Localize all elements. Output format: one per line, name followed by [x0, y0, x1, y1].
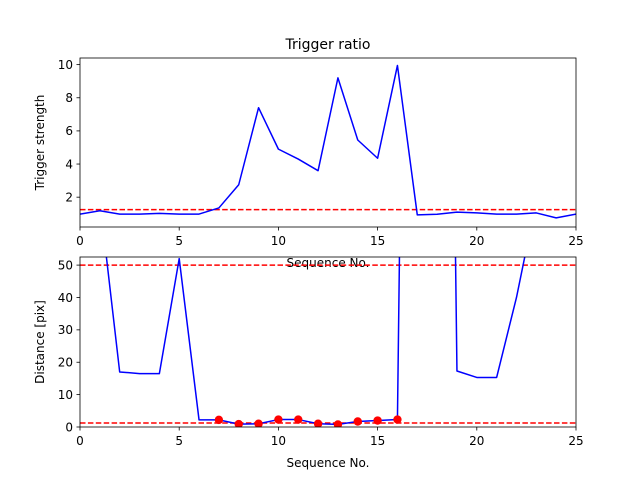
panel-1-x-tick-label: 0 [76, 234, 84, 248]
panel-2-y-tick-label: 20 [58, 356, 73, 370]
panel-2-marker-point [234, 419, 243, 427]
panel-2-y-tick-label: 50 [58, 258, 73, 272]
panel-2-x-axis-label: Sequence No. [287, 456, 370, 470]
panel-1-y-axis-label: Trigger strength [33, 95, 47, 192]
panel-2-marker-point [393, 415, 402, 424]
panel-2-x-tick-label: 10 [271, 434, 286, 448]
panel-2: 0 5 10 15 20 25 0 10 20 30 40 50 Sequence No. Distanc… [33, 256, 584, 470]
panel-2-axes-frame [79, 256, 577, 428]
panel-2-x-tick-label: 20 [469, 434, 484, 448]
panel-1-y-tick-label: 6 [65, 124, 73, 138]
panel-2-x-tick-label: 0 [76, 434, 84, 448]
panel-2-marker-point [274, 415, 283, 424]
panel-1-plot-area [80, 64, 576, 219]
panel-1-y-tick-label: 2 [65, 190, 73, 204]
panel-1-axes-frame [79, 57, 577, 228]
panel-1-y-tick-label: 10 [58, 58, 73, 72]
panel-2-plot-area [80, 257, 576, 427]
panel-2-x-tick-label: 15 [370, 434, 385, 448]
panel-2-x-tick-label: 5 [175, 434, 183, 448]
panel-2-marker-point [294, 415, 303, 424]
panel-1-x-tick-label: 15 [370, 234, 385, 248]
panel-1-y-tick-label: 4 [65, 157, 73, 171]
panel-2-marker-point [353, 417, 362, 426]
panel-1-y-tick-label: 8 [65, 91, 73, 105]
panel-2-y-axis-label: Distance [pix] [33, 300, 47, 384]
panel-1-x-tick-label: 20 [469, 234, 484, 248]
panel-2-marker-point [214, 415, 224, 425]
panel-2-y-tick-label: 30 [58, 323, 73, 337]
panel-1-x-axis-label: Sequence No. [287, 256, 370, 270]
panel-2-marker-point [254, 419, 263, 427]
panel-2-marker-point [373, 416, 382, 425]
panel-2-y-tick-label: 10 [58, 388, 73, 402]
panel-2-marker-point [313, 419, 323, 427]
panel-1-x-tick-label: 5 [175, 234, 183, 248]
panel-2-y-tick-label: 0 [65, 420, 73, 434]
panel-1-title: Trigger ratio [284, 37, 370, 53]
panel-1-x-tick-label: 25 [568, 234, 583, 248]
panel-2-x-tick-label: 25 [568, 434, 583, 448]
panel-2-marker-point [333, 420, 343, 427]
panel-1-series-line [80, 64, 576, 219]
panel-1-x-tick-label: 10 [271, 234, 286, 248]
panel-2-y-tick-label: 40 [58, 291, 73, 305]
